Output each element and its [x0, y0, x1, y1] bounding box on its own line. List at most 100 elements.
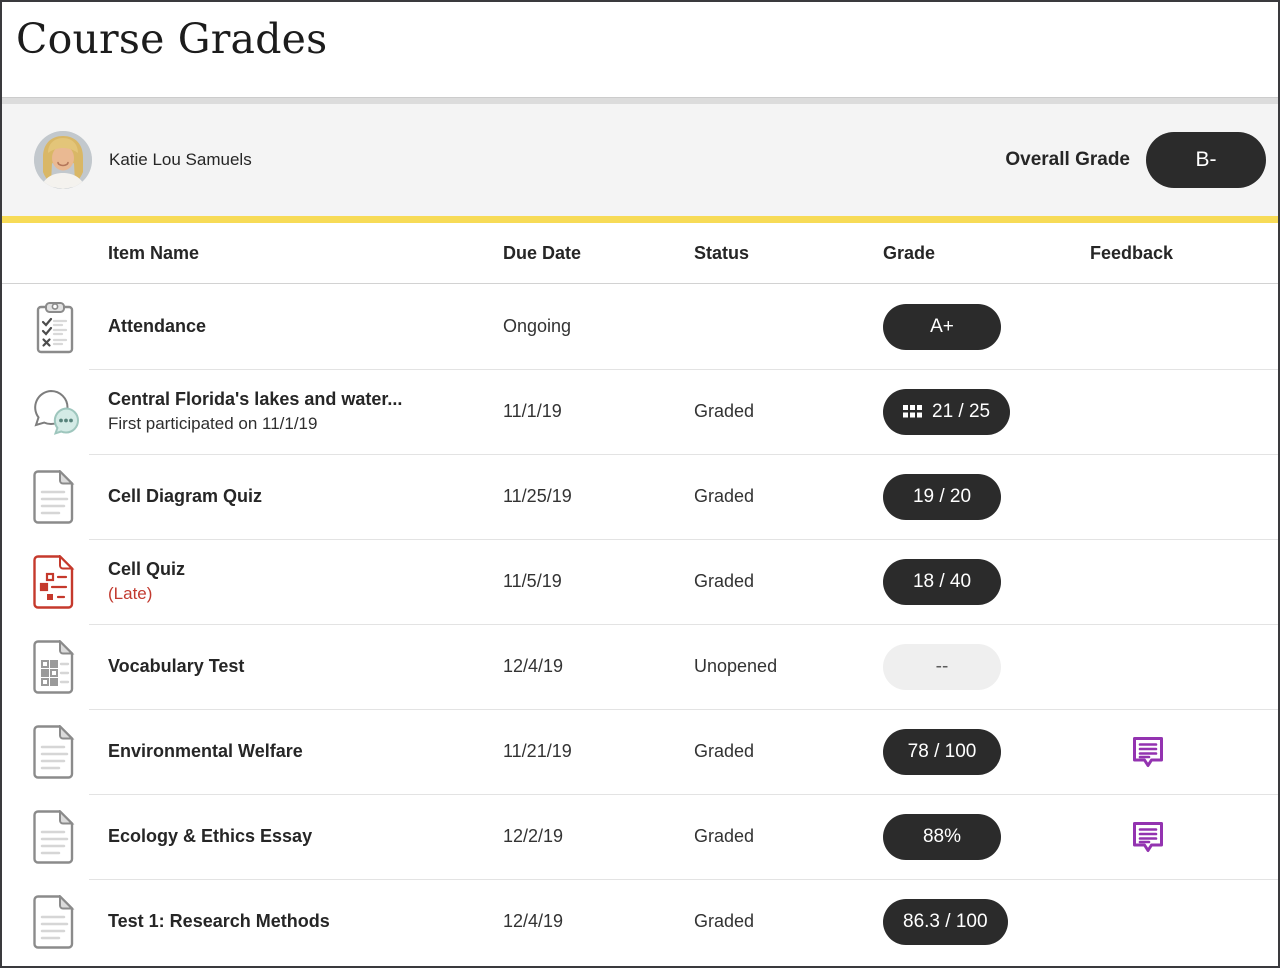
- header-item-name: Item Name: [108, 242, 200, 263]
- table-row[interactable]: Cell Diagram Quiz 11/25/19 Graded 19 / 2…: [2, 454, 1278, 539]
- clipboard-checklist-icon: [33, 300, 77, 354]
- grade-value: 19 / 20: [912, 485, 972, 507]
- item-name[interactable]: Environmental Welfare: [108, 740, 303, 761]
- page-title: Course Grades: [16, 15, 328, 63]
- item-name[interactable]: Test 1: Research Methods: [108, 910, 330, 931]
- grade-cell: 21 / 25: [883, 388, 1064, 435]
- table-row[interactable]: Attendance Ongoing A+: [2, 284, 1278, 369]
- due-date: 12/4/19: [503, 656, 564, 676]
- item-icon-cell: [2, 300, 108, 354]
- grade-value: --: [935, 655, 949, 677]
- grade-cell: 19 / 20: [883, 473, 1064, 520]
- grade-value: 86.3 / 100: [903, 910, 988, 932]
- grade-cell: --: [883, 643, 1064, 690]
- header-feedback: Feedback: [1090, 242, 1174, 263]
- grade-cell: 86.3 / 100: [883, 898, 1064, 945]
- due-date: 12/2/19: [503, 826, 564, 846]
- table-row[interactable]: Cell Quiz (Late) 11/5/19 Graded 18 / 40: [2, 539, 1278, 624]
- item-name[interactable]: Ecology & Ethics Essay: [108, 825, 313, 846]
- table-row[interactable]: Central Florida's lakes and water... Fir…: [2, 369, 1278, 454]
- grade-pill[interactable]: 18 / 40: [883, 558, 1001, 605]
- grade-value: 18 / 40: [912, 570, 972, 592]
- late-label: (Late): [108, 583, 153, 603]
- feedback-cell: [1064, 820, 1278, 854]
- avatar: [34, 131, 92, 189]
- item-icon-cell: [2, 554, 108, 609]
- item-name[interactable]: Attendance: [108, 315, 207, 336]
- comment-feedback-icon[interactable]: [1130, 735, 1166, 769]
- item-icon-cell: [2, 724, 108, 779]
- document-icon: [33, 724, 77, 779]
- grade-pill[interactable]: --: [883, 643, 1001, 690]
- item-icon-cell: [2, 809, 108, 864]
- grade-value: 88%: [922, 825, 962, 847]
- student-name: Katie Lou Samuels: [109, 150, 252, 169]
- item-icon-cell: [2, 469, 108, 524]
- item-subtext: First participated on 11/1/19: [108, 413, 318, 433]
- table-row[interactable]: Environmental Welfare 11/21/19 Graded 78…: [2, 709, 1278, 794]
- page-header: Course Grades: [2, 2, 1278, 97]
- status-text: Graded: [694, 741, 755, 761]
- header-divider: [2, 97, 1278, 104]
- overall-grade-label: Overall Grade: [1005, 149, 1130, 170]
- student-summary-bar: Katie Lou Samuels Overall Grade B-: [2, 104, 1278, 216]
- rubric-grid-icon: [903, 404, 922, 419]
- item-icon-cell: [2, 894, 108, 949]
- status-text: Unopened: [694, 656, 778, 676]
- feedback-cell: [1064, 735, 1278, 769]
- item-name[interactable]: Cell Diagram Quiz: [108, 485, 263, 506]
- item-name-cell: Test 1: Research Methods: [108, 909, 503, 934]
- header-status: Status: [694, 242, 750, 263]
- table-row[interactable]: Test 1: Research Methods 12/4/19 Graded …: [2, 879, 1278, 964]
- grade-pill[interactable]: 21 / 25: [883, 388, 1011, 435]
- item-icon-cell: [2, 639, 108, 694]
- due-date: 12/4/19: [503, 911, 564, 931]
- due-date: 11/25/19: [503, 486, 572, 506]
- item-name[interactable]: Vocabulary Test: [108, 655, 245, 676]
- status-text: Graded: [694, 826, 755, 846]
- document-icon: [33, 809, 77, 864]
- item-name-cell: Environmental Welfare: [108, 739, 503, 764]
- grade-value: 21 / 25: [932, 400, 991, 422]
- item-name-cell: Ecology & Ethics Essay: [108, 824, 503, 849]
- test-document-icon: [33, 639, 77, 694]
- due-date: Ongoing: [503, 316, 572, 336]
- item-name-cell: Vocabulary Test: [108, 654, 503, 679]
- header-grade: Grade: [883, 242, 936, 263]
- grade-cell: 78 / 100: [883, 728, 1064, 775]
- status-text: Graded: [694, 486, 755, 506]
- table-row[interactable]: Ecology & Ethics Essay 12/2/19 Graded 88…: [2, 794, 1278, 879]
- grade-cell: 88%: [883, 813, 1064, 860]
- grade-pill[interactable]: 78 / 100: [883, 728, 1001, 775]
- table-row[interactable]: Vocabulary Test 12/4/19 Unopened --: [2, 624, 1278, 709]
- grade-pill[interactable]: 86.3 / 100: [883, 898, 1008, 945]
- status-text: Graded: [694, 911, 755, 931]
- grade-pill[interactable]: 88%: [883, 813, 1001, 860]
- due-date: 11/1/19: [503, 401, 562, 421]
- item-name-cell: Cell Diagram Quiz: [108, 484, 503, 509]
- due-date: 11/21/19: [503, 741, 572, 761]
- discussion-bubbles-icon: [30, 389, 80, 435]
- item-name-cell: Cell Quiz (Late): [108, 557, 503, 607]
- status-text: Graded: [694, 401, 755, 421]
- item-name[interactable]: Central Florida's lakes and water...: [108, 388, 403, 409]
- item-name-cell: Central Florida's lakes and water... Fir…: [108, 387, 503, 437]
- accent-bar: [2, 216, 1278, 223]
- item-name[interactable]: Cell Quiz: [108, 558, 186, 579]
- comment-feedback-icon[interactable]: [1130, 820, 1166, 854]
- grade-cell: A+: [883, 303, 1064, 350]
- due-date: 11/5/19: [503, 571, 562, 591]
- grade-value: A+: [930, 315, 954, 337]
- document-icon: [33, 894, 77, 949]
- grade-cell: 18 / 40: [883, 558, 1064, 605]
- overall-grade-pill[interactable]: B-: [1146, 132, 1266, 188]
- header-due-date: Due Date: [503, 242, 582, 263]
- item-icon-cell: [2, 389, 108, 435]
- grade-pill[interactable]: A+: [883, 303, 1001, 350]
- grade-pill[interactable]: 19 / 20: [883, 473, 1001, 520]
- document-icon: [33, 469, 77, 524]
- grade-value: 78 / 100: [907, 740, 977, 762]
- item-name-cell: Attendance: [108, 314, 503, 339]
- quiz-document-icon: [33, 554, 77, 609]
